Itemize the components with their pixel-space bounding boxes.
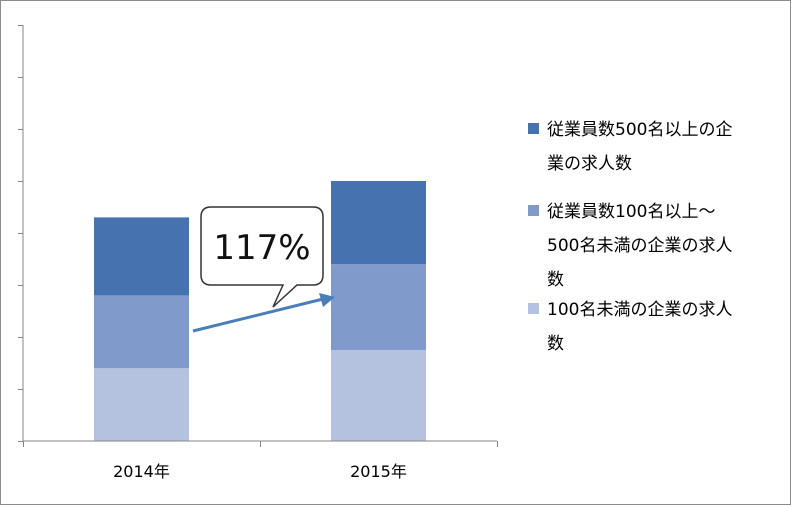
bar-segment-1-2 — [94, 295, 189, 369]
axes-group — [18, 25, 498, 447]
legend-swatch-3 — [528, 303, 539, 314]
bar-segment-2-2 — [331, 264, 426, 350]
bar-segment-1-3 — [94, 217, 189, 296]
bar-segment-2-1 — [331, 350, 426, 441]
bar-segment-2-3 — [331, 181, 426, 265]
legend-label-1-line-1: 従業員数500名以上の企 — [547, 120, 732, 140]
x-tick-label: 2015年 — [350, 462, 407, 481]
legend-label-1-line-2: 業の求人数 — [547, 154, 632, 174]
annotation-group: 117% — [192, 206, 335, 333]
growth-percentage-label: 117% — [213, 228, 310, 268]
legend-label-2-line-2: 500名未満の企業の求人 — [547, 236, 732, 256]
legend-label-2-line-1: 従業員数100名以上～ — [547, 202, 715, 222]
legend-swatch-1 — [528, 123, 539, 134]
x-tick-labels: 2014年 2015年 — [113, 462, 407, 481]
legend-label-2-line-3: 数 — [547, 270, 564, 290]
legend-label-3-line-1: 100名未満の企業の求人 — [547, 300, 732, 320]
legend-swatch-2 — [528, 205, 539, 216]
bar-segment-1-1 — [94, 368, 189, 441]
callout-bubble — [200, 206, 324, 308]
growth-arrowhead — [319, 293, 335, 307]
legend-label-3-line-2: 数 — [547, 334, 564, 354]
x-tick-label: 2014年 — [113, 462, 170, 481]
bars-group — [94, 181, 426, 441]
growth-arrow — [192, 297, 324, 333]
